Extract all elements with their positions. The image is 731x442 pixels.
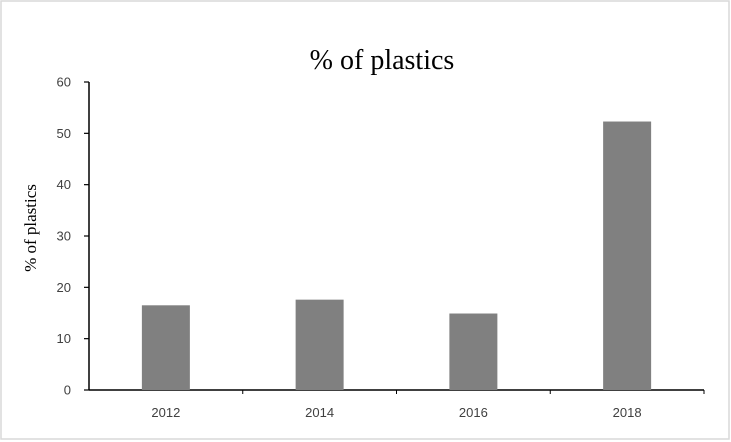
bar-2016 xyxy=(449,313,498,390)
x-tick-label: 2014 xyxy=(305,405,334,420)
bar-2014 xyxy=(295,299,344,390)
y-tick-label: 10 xyxy=(57,331,71,346)
x-tick-label: 2016 xyxy=(459,405,488,420)
y-tick-label: 20 xyxy=(57,280,71,295)
bar-2012 xyxy=(141,305,190,390)
x-axis xyxy=(89,389,705,394)
x-tick-label: 2018 xyxy=(613,405,642,420)
chart-title: % of plastics xyxy=(310,45,455,76)
y-tick-label: 0 xyxy=(64,383,71,398)
x-tick-labels: 2012 2014 2016 2018 xyxy=(151,405,641,420)
x-tick-label: 2012 xyxy=(151,405,180,420)
bars xyxy=(141,121,652,390)
y-axis xyxy=(84,81,90,391)
bar-2018 xyxy=(603,121,652,390)
y-tick-label: 50 xyxy=(57,126,71,141)
y-tick-label: 30 xyxy=(57,229,71,244)
y-axis-label: % of plastics xyxy=(21,184,40,272)
y-tick-label: 60 xyxy=(57,75,71,90)
y-tick-label: 40 xyxy=(57,177,71,192)
y-tick-labels: 0 10 20 30 40 50 60 xyxy=(57,75,71,398)
